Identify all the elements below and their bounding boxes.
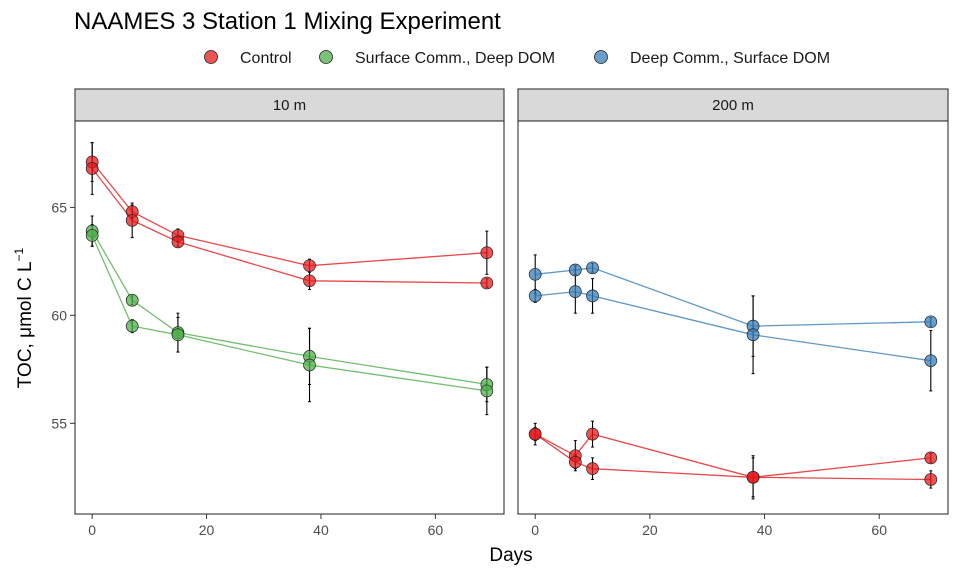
data-point-control — [568, 455, 582, 469]
data-point-control — [746, 470, 760, 484]
x-tick-label: 40 — [313, 522, 329, 538]
data-point-control — [303, 259, 316, 273]
data-point-control — [171, 235, 185, 249]
legend-key-deep-comm-surface-dom — [594, 50, 608, 64]
x-tick-label: 60 — [871, 522, 887, 538]
x-tick-label: 60 — [428, 522, 444, 538]
strip-background — [74, 88, 505, 122]
legend-label-deep-comm-surface-dom: Deep Comm., Surface DOM — [630, 50, 830, 67]
x-tick-label: 0 — [531, 522, 539, 538]
panel-background — [75, 121, 504, 514]
strip-background — [517, 88, 949, 122]
y-axis-label: TOC, μmol C L−1 — [12, 247, 36, 388]
data-point-surface-comm-deep-dom — [480, 384, 494, 398]
legend-label-control: Control — [240, 50, 292, 67]
data-point-control — [586, 427, 599, 441]
y-tick-label: 60 — [51, 307, 67, 323]
data-point-deep-comm-surface-dom — [924, 354, 938, 368]
x-tick-label: 20 — [642, 522, 658, 538]
data-point-surface-comm-deep-dom — [85, 229, 99, 242]
data-point-deep-comm-surface-dom — [924, 315, 938, 329]
data-point-control — [924, 451, 938, 465]
y-axis-label-exponent: −1 — [12, 247, 26, 261]
strip-label: 200 m — [712, 97, 754, 114]
panel-10-m: 10 m 0 20 40 60 55 60 65 — [51, 88, 505, 538]
data-point-deep-comm-surface-dom — [528, 289, 542, 303]
data-point-surface-comm-deep-dom — [125, 293, 139, 307]
x-tick-label: 0 — [88, 522, 96, 538]
strip-label: 10 m — [273, 97, 306, 114]
data-point-deep-comm-surface-dom — [528, 267, 542, 281]
data-point-control — [85, 162, 99, 175]
legend-label-surface-comm-deep-dom: Surface Comm., Deep DOM — [355, 50, 555, 67]
data-point-control — [480, 276, 494, 290]
data-point-control — [303, 274, 316, 288]
panel-background — [518, 121, 948, 514]
data-point-control — [924, 473, 938, 486]
panel-border — [517, 120, 949, 515]
data-point-deep-comm-surface-dom — [746, 328, 760, 342]
panel-200-m: 200 m 0 20 40 60 — [517, 88, 949, 538]
legend: Control Surface Comm., Deep DOM Deep Comm.… — [204, 50, 830, 67]
y-axis-label-text: TOC, μmol C L — [15, 261, 36, 388]
data-point-deep-comm-surface-dom — [586, 289, 599, 303]
data-point-control — [586, 462, 599, 476]
legend-key-control — [204, 50, 218, 64]
y-tick-label: 55 — [51, 415, 67, 431]
data-point-deep-comm-surface-dom — [568, 285, 582, 298]
panel-border — [74, 120, 505, 515]
data-point-deep-comm-surface-dom — [568, 263, 582, 277]
data-point-surface-comm-deep-dom — [125, 319, 139, 333]
x-axis-label: Days — [489, 545, 532, 566]
y-tick-label: 65 — [51, 199, 67, 215]
facet-panels: 10 m 0 20 40 60 55 60 65 200 m 0 20 40 60 — [51, 88, 949, 538]
data-point-surface-comm-deep-dom — [171, 328, 185, 342]
x-tick-label: 40 — [757, 522, 773, 538]
data-point-deep-comm-surface-dom — [586, 261, 599, 275]
data-point-control — [480, 246, 494, 260]
data-point-control — [528, 427, 542, 441]
chart-title: NAAMES 3 Station 1 Mixing Experiment — [74, 8, 501, 35]
legend-key-surface-comm-deep-dom — [319, 50, 333, 64]
x-tick-label: 20 — [199, 522, 215, 538]
data-point-control — [125, 213, 139, 227]
data-point-surface-comm-deep-dom — [303, 358, 316, 372]
